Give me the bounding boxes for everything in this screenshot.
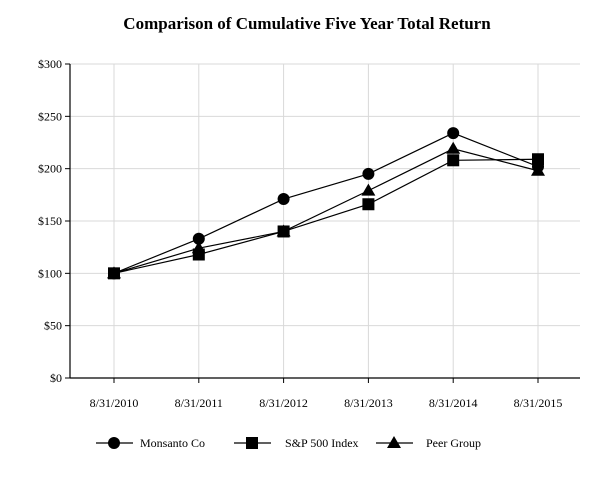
data-point-circle [277, 193, 290, 206]
x-tick-label: 8/31/2013 [344, 396, 393, 410]
chart-title: Comparison of Cumulative Five Year Total… [123, 14, 491, 33]
data-point-square [447, 154, 460, 167]
series-line [113, 148, 539, 274]
series-triangle [107, 141, 545, 279]
data-point-circle [362, 167, 375, 180]
data-point-circle [447, 127, 460, 140]
x-tick-label: 8/31/2015 [514, 396, 563, 410]
series-circle [108, 127, 544, 280]
data-point-triangle [191, 241, 206, 254]
data-point-triangle [531, 163, 545, 176]
series-line [113, 158, 539, 274]
legend-label: Monsanto Co [140, 436, 205, 450]
y-tick-label: $150 [38, 214, 62, 228]
legend-item: S&P 500 Index [234, 436, 359, 450]
grid-lines [70, 63, 580, 378]
y-tick-label: $0 [50, 371, 62, 385]
x-tick-label: 8/31/2014 [429, 396, 478, 410]
x-tick-labels: 8/31/2010 8/31/2011 8/31/2012 8/31/2013 8/31… [90, 396, 563, 410]
y-tick-label: $50 [44, 319, 62, 333]
x-tick-label: 8/31/2011 [175, 396, 223, 410]
legend-label: S&P 500 Index [285, 436, 359, 450]
data-point-triangle [276, 224, 291, 237]
y-tick-label: $300 [38, 57, 62, 71]
x-tick-label: 8/31/2012 [259, 396, 308, 410]
data-point-square [362, 198, 375, 211]
y-tick-labels: $0 $50 $100 $150 $200 $250 $300 [38, 57, 62, 385]
legend-marker-triangle [387, 436, 401, 448]
y-tick-label: $200 [38, 162, 62, 176]
data-point-circle [192, 232, 205, 245]
data-point-triangle [446, 141, 461, 154]
data-point-square [532, 153, 544, 166]
data-point-triangle [107, 266, 121, 279]
legend-label: Peer Group [426, 436, 481, 450]
series-line [113, 132, 539, 274]
series-lines [107, 127, 545, 280]
legend-item: Peer Group [376, 436, 481, 450]
x-tick-label: 8/31/2010 [90, 396, 139, 410]
legend-marker-square [246, 437, 258, 449]
y-tick-label: $100 [38, 266, 62, 280]
y-tick-label: $250 [38, 109, 62, 123]
legend: Monsanto Co S&P 500 Index Peer Group [96, 436, 481, 450]
data-point-triangle [361, 183, 376, 196]
series-square [108, 153, 544, 280]
legend-item: Monsanto Co [96, 436, 205, 450]
axes [65, 63, 580, 383]
legend-marker-circle [108, 437, 120, 449]
